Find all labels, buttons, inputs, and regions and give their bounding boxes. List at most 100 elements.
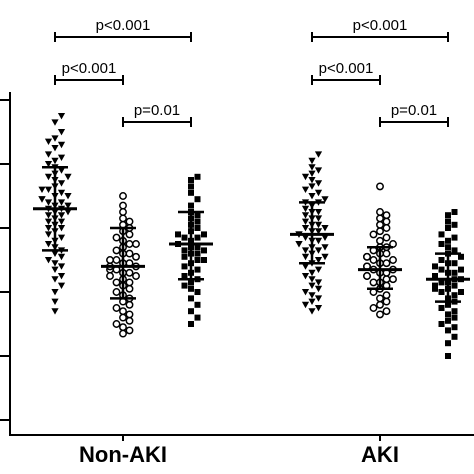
data-point (301, 263, 310, 270)
data-point (44, 218, 53, 225)
data-point (458, 266, 464, 273)
significance-bracket (379, 117, 449, 127)
data-point (314, 305, 323, 312)
data-point (314, 266, 323, 273)
data-point (438, 279, 445, 286)
data-point (382, 224, 391, 232)
data-point (445, 301, 451, 308)
data-point (57, 141, 66, 149)
data-point (44, 225, 53, 232)
data-point (376, 236, 384, 245)
data-point (194, 196, 201, 203)
p-value-label: p<0.001 (96, 17, 151, 34)
data-point (314, 257, 323, 264)
data-point (119, 201, 127, 210)
data-point (301, 301, 310, 309)
data-point (301, 173, 310, 181)
data-point (119, 329, 127, 338)
data-point (389, 275, 397, 284)
data-point (125, 278, 134, 287)
data-point (308, 308, 316, 315)
data-point (194, 289, 201, 295)
data-point (125, 326, 134, 335)
data-point (438, 257, 445, 263)
data-point (376, 300, 384, 309)
significance-bracket (54, 32, 192, 42)
data-point (308, 282, 316, 289)
data-point (451, 308, 458, 315)
data-point (301, 247, 310, 254)
data-point (125, 300, 134, 309)
data-point (194, 218, 201, 225)
data-point (194, 225, 201, 231)
data-point (308, 164, 316, 171)
data-point (44, 257, 53, 264)
data-point (301, 253, 310, 261)
data-point (308, 170, 316, 177)
data-point (119, 208, 127, 216)
data-point (432, 263, 438, 270)
data-point (44, 151, 53, 158)
data-point (125, 316, 134, 325)
data-point (308, 183, 316, 190)
data-point (432, 285, 438, 292)
data-point (451, 209, 458, 215)
data-point (314, 180, 323, 187)
data-point (451, 269, 458, 276)
data-point (314, 295, 323, 302)
data-point (314, 215, 323, 222)
data-point (125, 284, 134, 293)
data-point (382, 275, 391, 284)
data-point (451, 282, 458, 289)
data-point (451, 247, 458, 254)
significance-bracket (122, 117, 192, 127)
data-point (194, 266, 201, 273)
data-point (445, 237, 451, 244)
data-point (451, 333, 458, 340)
summary-layer (33, 165, 470, 303)
data-point (382, 297, 391, 306)
data-point (38, 196, 46, 203)
data-point (363, 272, 371, 280)
bracket-layer: p<0.001 p<0.001 p=0.01 p<0.001 p<0.001 p=0.01 (54, 17, 449, 127)
data-point (181, 263, 188, 270)
data-point (57, 199, 66, 206)
data-point (201, 231, 207, 238)
data-point (369, 278, 378, 287)
data-point (369, 304, 378, 312)
data-point (438, 241, 445, 247)
data-point (301, 289, 310, 296)
data-point (314, 221, 323, 229)
data-point (438, 321, 445, 327)
data-point (301, 218, 310, 225)
data-point (321, 234, 329, 241)
data-point (57, 129, 66, 136)
points-layer (38, 113, 464, 359)
data-point (125, 230, 134, 239)
data-point (44, 186, 53, 193)
data-point (432, 273, 438, 279)
data-point (57, 212, 66, 219)
p-value-label: p=0.01 (391, 102, 437, 119)
data-point (106, 256, 114, 264)
data-point (445, 244, 451, 251)
data-point (57, 263, 66, 270)
data-point (295, 241, 303, 248)
data-point (194, 314, 201, 321)
data-point (51, 276, 59, 283)
data-point (181, 247, 188, 254)
axis-layer (0, 92, 474, 441)
data-point (44, 173, 53, 181)
data-point (314, 209, 323, 216)
data-point (314, 237, 323, 245)
data-point (445, 218, 451, 225)
data-point (389, 256, 397, 264)
p-value-label: p<0.001 (353, 17, 408, 34)
data-point (376, 227, 384, 236)
data-point (308, 193, 316, 200)
data-point (308, 298, 316, 305)
data-point (57, 234, 66, 241)
data-point (308, 269, 316, 277)
